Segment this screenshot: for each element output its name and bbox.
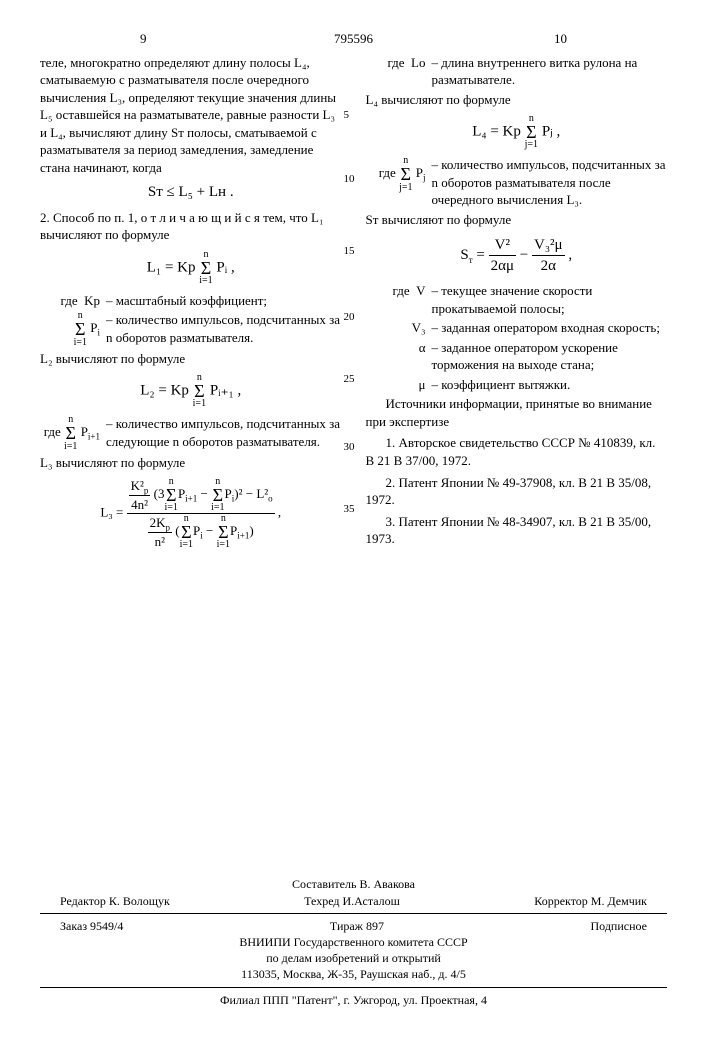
order-num: Заказ 9549/4 xyxy=(60,918,123,934)
formula-st: Sт ≤ L₅ + Lн . xyxy=(40,182,342,202)
compiler: Составитель В. Авакова xyxy=(40,876,667,892)
def-v: где V – текущее значение скорости прокат… xyxy=(366,282,668,317)
formula-l4: L₄ = Kр nΣj=1 Pⱼ , xyxy=(366,114,668,150)
def-lo: где Lо – длина внутреннего витка рулона … xyxy=(366,54,668,89)
org-line-2: по делам изобретений и открытий xyxy=(40,950,667,966)
footer: Составитель В. Авакова Редактор К. Волощ… xyxy=(40,876,667,1007)
intro-text: теле, многократно определяют длину полос… xyxy=(40,54,342,177)
page-num-right: 10 xyxy=(554,30,567,48)
def-kp: где Kр – масштабный коэффициент; xyxy=(40,292,342,310)
def-sum-pi: nΣi=1 Pi – количество импульсов, подсчит… xyxy=(40,311,342,347)
l4-intro: L₄ вычисляют по формуле xyxy=(366,91,668,109)
source-3: 3. Патент Японии № 48-34907, кл. B 21 B … xyxy=(366,513,668,548)
source-2: 2. Патент Японии № 49-37908, кл. B 21 B … xyxy=(366,474,668,509)
def-v3: V₃ – заданная оператором входная скорост… xyxy=(366,319,668,337)
formula-st2: Sт = V²2αμ − V₃²μ2α , xyxy=(366,235,668,277)
tech-editor: Техред И.Асталош xyxy=(304,893,400,909)
claim-2-text: 2. Способ по п. 1, о т л и ч а ю щ и й с… xyxy=(40,209,342,244)
formula-l1: L₁ = Kр nΣi=1 Pᵢ , xyxy=(40,250,342,286)
page-num-left: 9 xyxy=(140,30,147,48)
page-header: 9 795596 10 xyxy=(40,30,667,48)
source-1: 1. Авторское свидетельство СССР № 410839… xyxy=(366,434,668,469)
two-column-body: теле, многократно определяют длину полос… xyxy=(40,54,667,557)
subscription: Подписное xyxy=(591,918,648,934)
formula-l2: L₂ = Kр nΣi=1 Pᵢ₊₁ , xyxy=(40,373,342,409)
def-sum-pi1: где nΣi=1 Pi+1 – количество импульсов, п… xyxy=(40,415,342,451)
org-line-1: ВНИИПИ Государственного комитета СССР xyxy=(40,934,667,950)
left-column: теле, многократно определяют длину полос… xyxy=(40,54,342,557)
corrector: Корректор М. Демчик xyxy=(534,893,647,909)
tirazh: Тираж 897 xyxy=(330,918,384,934)
st-intro: Sт вычисляют по формуле xyxy=(366,211,668,229)
org-address: 113035, Москва, Ж-35, Раушская наб., д. … xyxy=(40,966,667,982)
sources-title: Источники информации, принятые во вниман… xyxy=(366,395,668,430)
def-alpha: α – заданное оператором ускорение тормож… xyxy=(366,339,668,374)
right-column: 5 10 15 20 25 30 35 где Lо – длина внутр… xyxy=(366,54,668,557)
def-mu: μ – коэффициент вытяжки. xyxy=(366,376,668,394)
doc-number: 795596 xyxy=(334,31,373,46)
l2-intro: L₂ вычисляют по формуле xyxy=(40,350,342,368)
def-sum-pj: где nΣj=1 Pj – количество импульсов, под… xyxy=(366,156,668,209)
formula-l3: L₃ = K²р4n² (3nΣi=1Pi+1 − nΣi=1Pi)² − L²… xyxy=(40,477,342,550)
editor: Редактор К. Волощук xyxy=(60,893,170,909)
l3-intro: L₃ вычисляют по формуле xyxy=(40,454,342,472)
